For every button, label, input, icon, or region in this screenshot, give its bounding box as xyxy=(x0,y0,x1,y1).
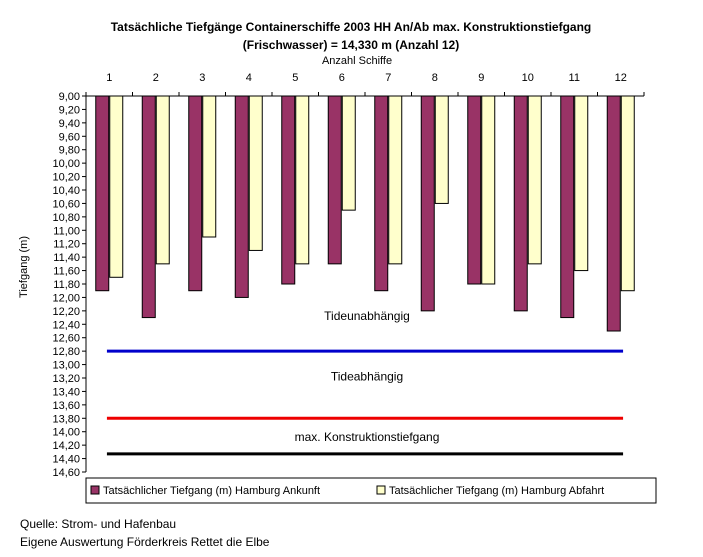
legend-label-1: Tatsächlicher Tiefgang (m) Hamburg Ankun… xyxy=(103,485,320,497)
y-tick-label: 12,60 xyxy=(52,333,80,345)
y-tick-label: 9,80 xyxy=(59,145,80,157)
bar-abfahrt xyxy=(248,95,263,251)
y-tick-label: 9,40 xyxy=(59,118,80,130)
bar-ankunft xyxy=(420,95,435,312)
chart-title: Tatsächliche Tiefgänge Containerschiffe … xyxy=(111,20,592,34)
bar-ankunft xyxy=(188,95,203,292)
y-tick-label: 14,60 xyxy=(52,467,80,479)
bar-ankunft xyxy=(467,95,482,285)
bar-abfahrt xyxy=(155,95,170,265)
annotation-3: max. Konstruktionstiefgang xyxy=(295,430,440,444)
x-tick-label: 7 xyxy=(385,72,391,84)
y-tick-label: 11,80 xyxy=(53,279,80,291)
legend-swatch-2 xyxy=(376,485,386,495)
y-tick-label: 10,80 xyxy=(52,212,80,224)
y-tick-label: 12,80 xyxy=(52,346,80,358)
x-axis-title: Anzahl Schiffe xyxy=(322,55,392,67)
bar-ankunft xyxy=(327,95,342,265)
legend-swatch-1 xyxy=(90,485,100,495)
bar-ankunft xyxy=(513,95,528,312)
y-tick-label: 12,20 xyxy=(52,306,80,318)
x-tick-label: 1 xyxy=(106,72,112,84)
y-tick-label: 13,20 xyxy=(52,373,80,385)
y-tick-label: 14,20 xyxy=(52,440,80,452)
bar-ankunft xyxy=(234,95,249,298)
bar-abfahrt xyxy=(202,95,217,238)
y-tick-label: 10,00 xyxy=(52,158,80,170)
bar-ankunft xyxy=(141,95,156,319)
bar-abfahrt xyxy=(388,95,403,265)
legend: Tatsächlicher Tiefgang (m) Hamburg Ankun… xyxy=(85,477,657,504)
bar-abfahrt xyxy=(295,95,310,265)
x-tick-label: 9 xyxy=(478,72,484,84)
bar-abfahrt xyxy=(527,95,542,265)
x-tick-label: 5 xyxy=(292,72,298,84)
annotation-1: Tideunabhängig xyxy=(324,309,410,323)
bar-abfahrt xyxy=(109,95,124,278)
bar-ankunft xyxy=(606,95,621,332)
source-line-1: Quelle: Strom- und Hafenbau xyxy=(20,517,177,531)
x-tick-label: 6 xyxy=(339,72,345,84)
bar-ankunft xyxy=(560,95,575,319)
bar-ankunft xyxy=(281,95,296,285)
y-tick-label: 13,60 xyxy=(52,400,80,412)
bar-ankunft xyxy=(95,95,110,292)
bar-abfahrt xyxy=(574,95,589,272)
y-tick-label: 10,60 xyxy=(52,198,80,210)
x-tick-label: 11 xyxy=(569,72,580,84)
y-tick-label: 13,00 xyxy=(52,360,80,372)
y-tick-label: 11,00 xyxy=(53,225,80,237)
x-tick-label: 3 xyxy=(199,72,205,84)
bar-abfahrt xyxy=(341,95,356,211)
bar-ankunft xyxy=(374,95,389,292)
x-tick-label: 10 xyxy=(522,72,534,84)
x-tick-label: 12 xyxy=(615,72,627,84)
y-tick-label: 13,80 xyxy=(52,413,80,425)
bar-abfahrt xyxy=(620,95,635,292)
y-tick-label: 9,60 xyxy=(59,131,80,143)
bar-abfahrt xyxy=(434,95,449,204)
x-tick-label: 8 xyxy=(432,72,438,84)
y-tick-label: 12,40 xyxy=(52,319,80,331)
legend-box xyxy=(85,477,657,504)
y-tick-label: 9,20 xyxy=(59,104,80,116)
legend-label-2: Tatsächlicher Tiefgang (m) Hamburg Abfah… xyxy=(389,485,604,497)
source-line-2: Eigene Auswertung Förderkreis Rettet die… xyxy=(20,535,270,549)
x-tick-label: 4 xyxy=(246,72,252,84)
annotation-2: Tideabhängig xyxy=(331,370,403,384)
tiefgang-chart: Tatsächliche Tiefgänge Containerschiffe … xyxy=(18,20,657,504)
y-tick-label: 14,00 xyxy=(52,427,80,439)
y-tick-label: 11,60 xyxy=(53,266,80,278)
y-tick-label: 14,40 xyxy=(52,454,80,466)
x-tick-label: 2 xyxy=(153,72,159,84)
y-tick-label: 11,40 xyxy=(53,252,80,264)
bar-abfahrt xyxy=(481,95,496,285)
y-tick-label: 10,40 xyxy=(52,185,80,197)
y-tick-label: 9,00 xyxy=(59,91,80,103)
chart-subtitle: (Frischwasser) = 14,330 m (Anzahl 12) xyxy=(243,38,459,52)
y-tick-label: 10,20 xyxy=(52,172,80,184)
y-tick-label: 12,00 xyxy=(52,292,80,304)
y-axis-title: Tiefgang (m) xyxy=(18,236,30,298)
y-tick-label: 11,20 xyxy=(53,239,80,251)
y-tick-label: 13,40 xyxy=(52,386,80,398)
